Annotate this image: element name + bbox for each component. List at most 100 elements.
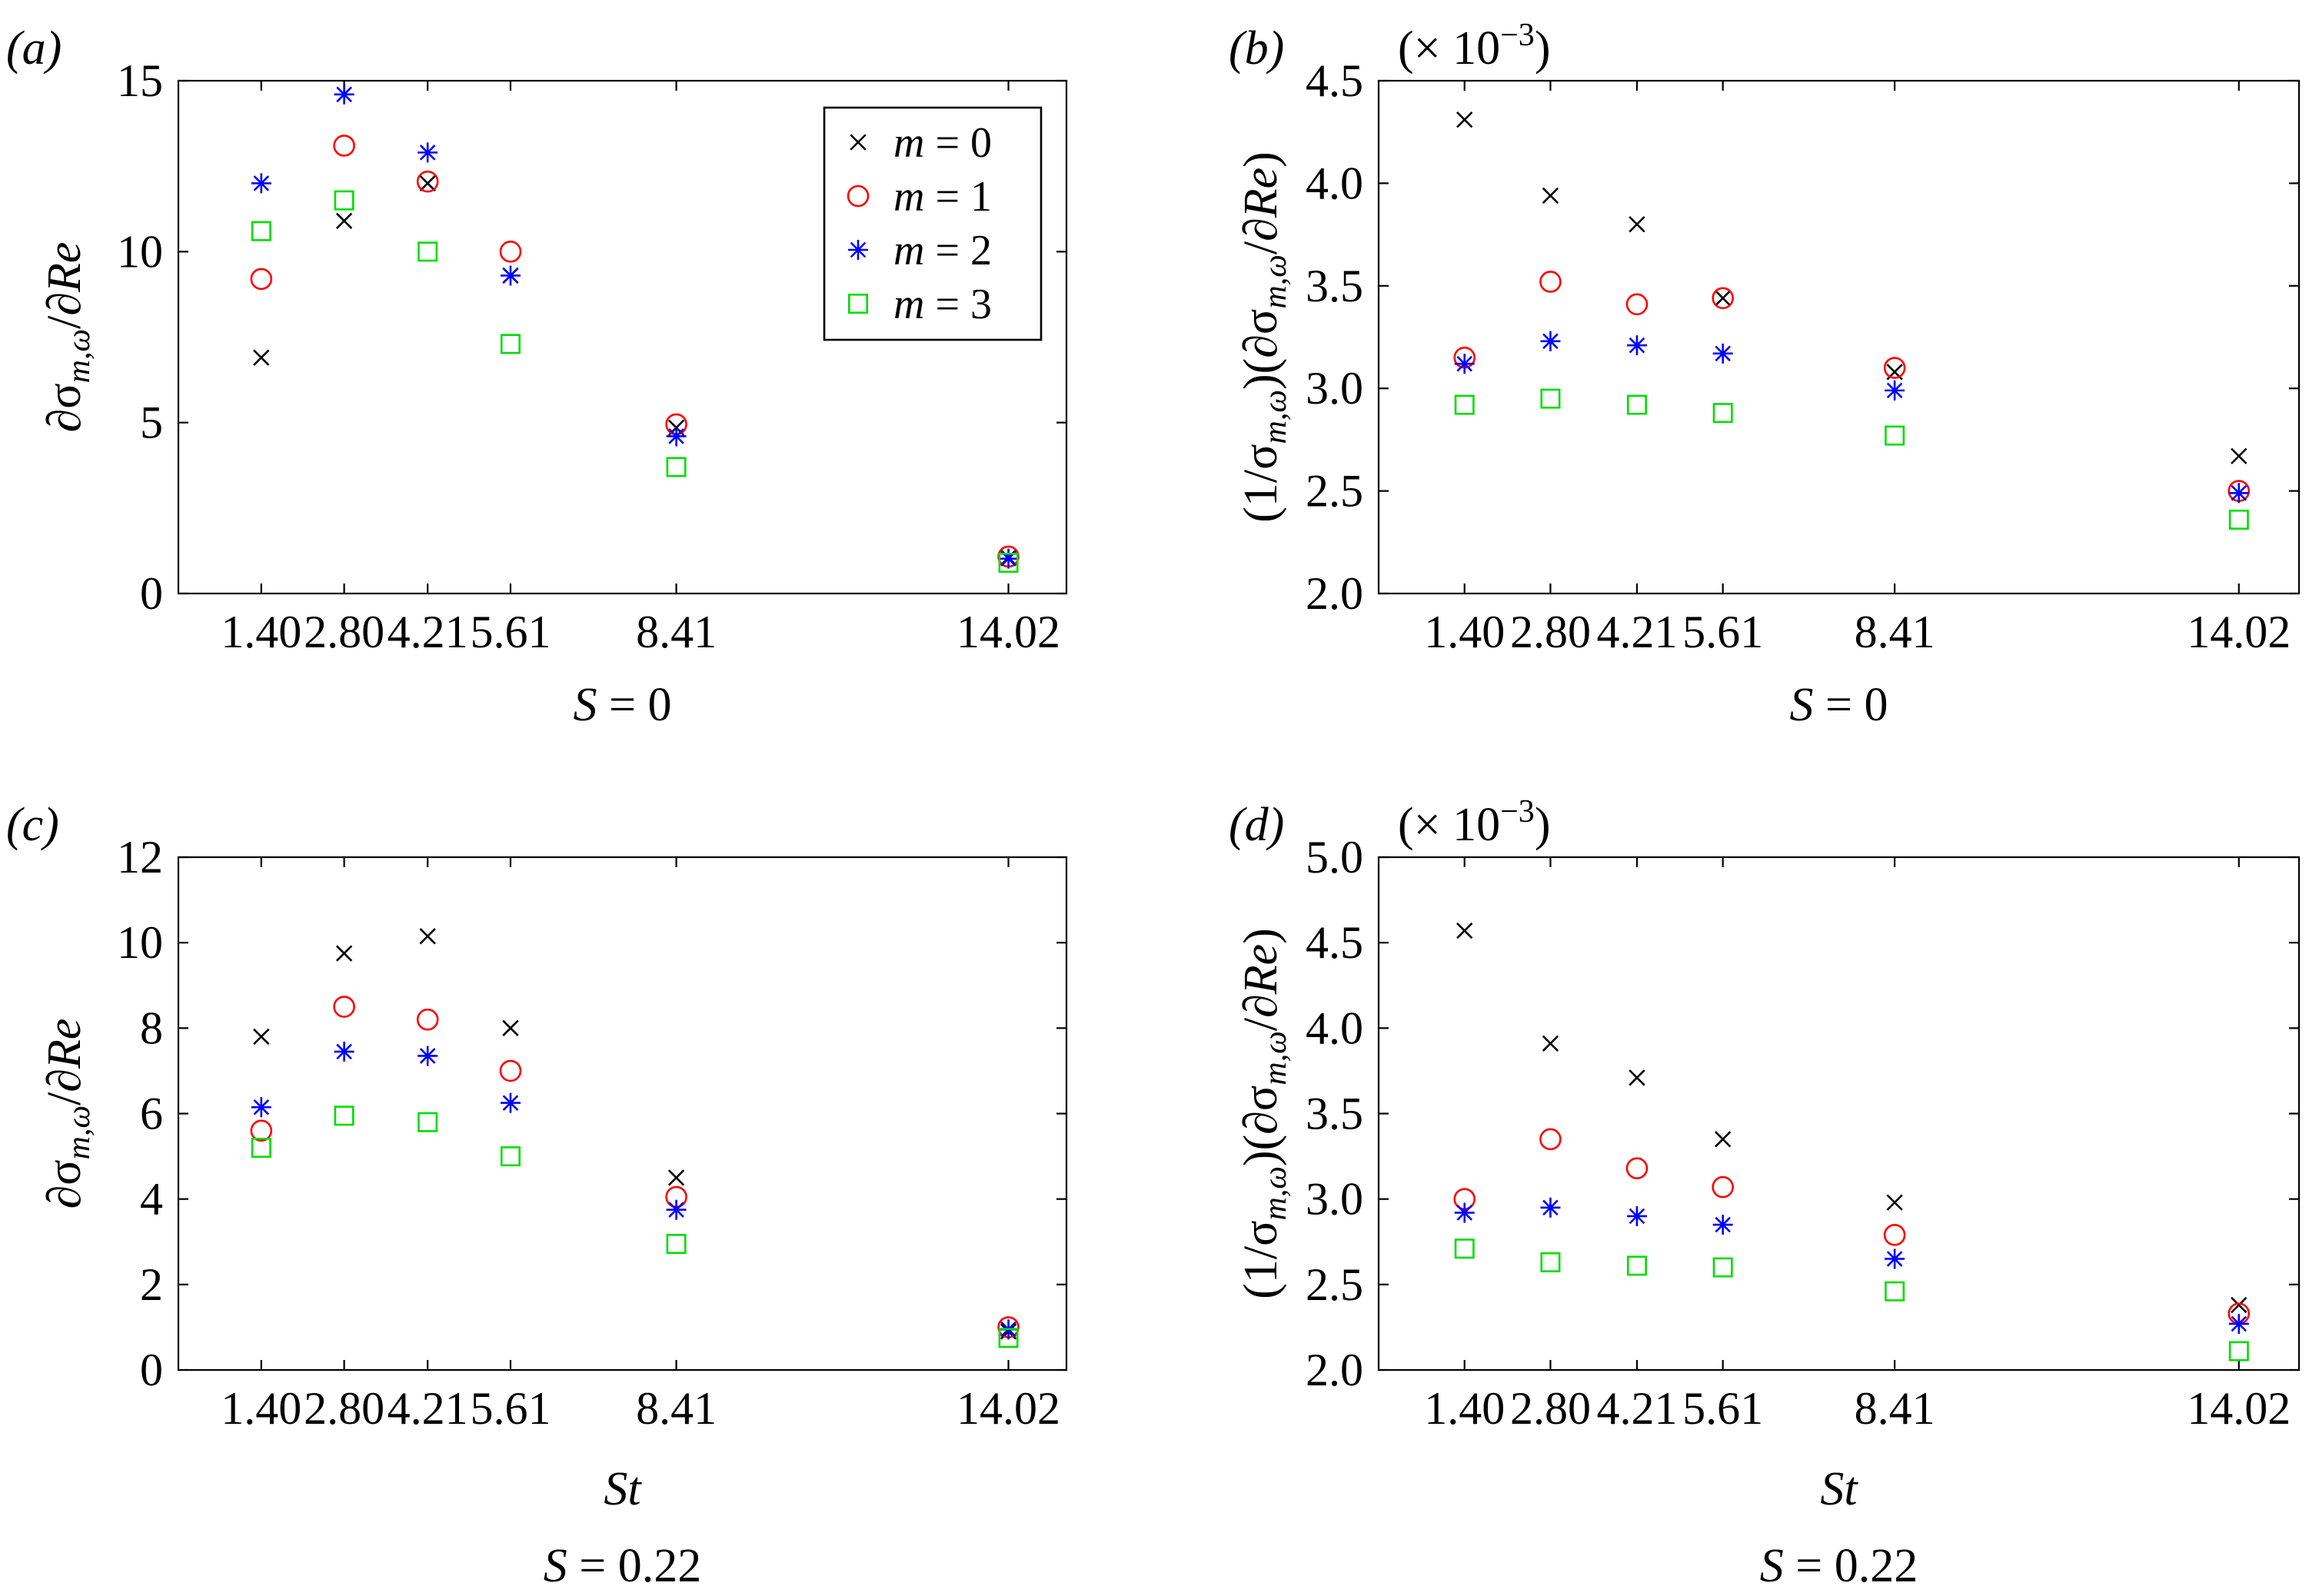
chart-panel-d: 2.0 2.5 3.0 3.5 4.0 4.5 5.0 1.40 2.80 4.21 5.61 8.4… xyxy=(1229,794,2301,1592)
y-tick-label: 3.5 xyxy=(1306,1089,1363,1139)
data-point-m3 xyxy=(1885,1281,1905,1302)
data-point-m1 xyxy=(416,170,439,193)
x-tick-label: 2.80 xyxy=(304,607,384,657)
data-point-m1 xyxy=(1883,357,1906,379)
y-tick-label: 4.5 xyxy=(1306,55,1363,106)
series-m3 xyxy=(251,1106,1019,1348)
y-tick-label: 0 xyxy=(140,568,163,619)
data-point-m3 xyxy=(1540,388,1561,409)
plot-frame xyxy=(1377,856,2301,1372)
data-point-m2 xyxy=(1454,354,1475,374)
panel-label: (b) xyxy=(1229,22,1284,75)
y-tick-label: 4 xyxy=(140,1174,163,1225)
plot-frame xyxy=(177,856,1068,1372)
data-point-m2 xyxy=(2228,1313,2249,1334)
data-point-m1 xyxy=(333,135,355,157)
y-tick-label: 2 xyxy=(140,1259,163,1310)
axis-exponent: (× 10−3) xyxy=(1398,18,1550,75)
data-point-m2 xyxy=(1454,1202,1475,1223)
data-point-m0 xyxy=(1715,1131,1732,1148)
x-tick-label: 4.21 xyxy=(1596,607,1677,657)
x-tick-label: 1.40 xyxy=(1424,1383,1505,1434)
series-m0 xyxy=(253,928,1017,1340)
x-tick-label: 2.80 xyxy=(304,1383,384,1434)
data-point-m0 xyxy=(253,349,270,366)
chart-panel-a: 0 5 10 15 1.40 2.80 4.21 5.61 8.41 14.02 (a) ∂σm,ω/… xyxy=(6,22,1068,731)
data-point-m1 xyxy=(499,1059,522,1082)
data-point-m1 xyxy=(1539,1128,1562,1151)
data-point-m0 xyxy=(419,928,436,945)
series-m2 xyxy=(1454,331,2249,504)
x-tick-label: 4.21 xyxy=(388,607,468,657)
data-point-m3 xyxy=(998,552,1019,573)
x-axis-label: St xyxy=(604,1463,642,1515)
data-point-m0 xyxy=(502,1019,519,1036)
y-tick-label: 3.0 xyxy=(1306,1174,1363,1225)
data-point-m1 xyxy=(250,268,273,291)
x-tick-label: 1.40 xyxy=(1424,607,1505,657)
legend-label-m0: m = 0 xyxy=(893,119,992,167)
condition-label: S = 0.22 xyxy=(544,1540,701,1592)
y-tick-label: 4.5 xyxy=(1306,917,1363,968)
y-tick-label: 12 xyxy=(117,832,163,883)
data-point-m1 xyxy=(1883,1224,1906,1246)
y-tick-label: 8 xyxy=(140,1002,163,1053)
data-point-m0 xyxy=(419,175,436,192)
x-tick-label: 8.41 xyxy=(636,1383,717,1434)
data-point-m3 xyxy=(1540,1252,1561,1272)
data-point-m2 xyxy=(418,1046,438,1066)
series-m0 xyxy=(1456,111,2247,464)
data-point-m0 xyxy=(667,1169,685,1186)
condition-label: S = 0.22 xyxy=(1760,1540,1918,1592)
data-point-m1 xyxy=(499,241,522,263)
data-point-m3 xyxy=(1712,1257,1733,1278)
data-point-m2 xyxy=(1885,1249,1905,1269)
data-point-m2 xyxy=(1885,380,1905,401)
series-m1 xyxy=(1453,1128,2251,1325)
x-tick-label: 5.61 xyxy=(470,607,551,657)
data-point-m2 xyxy=(2228,483,2249,504)
data-point-m0 xyxy=(1886,1194,1903,1211)
data-point-m2 xyxy=(1712,1215,1733,1235)
legend-box xyxy=(823,106,1043,341)
legend-marker-m0 xyxy=(850,134,867,151)
y-tick-label: 2.0 xyxy=(1306,568,1363,619)
data-point-m0 xyxy=(1542,187,1559,204)
legend-marker-m2 xyxy=(848,240,868,260)
data-point-m3 xyxy=(500,334,521,354)
axis-exponent: (× 10−3) xyxy=(1398,794,1550,851)
data-point-m3 xyxy=(666,1234,687,1255)
data-point-m2 xyxy=(500,1092,521,1113)
x-tick-label: 8.41 xyxy=(1855,1383,1935,1434)
y-axis-label: ∂σm,ω/∂Re xyxy=(38,1019,97,1209)
legend-label-m1: m = 1 xyxy=(893,173,992,221)
data-point-m3 xyxy=(1626,394,1647,415)
data-point-m3 xyxy=(334,1106,354,1126)
data-point-m0 xyxy=(253,1028,270,1046)
y-tick-label: 4.0 xyxy=(1306,1002,1363,1053)
chart-panel-b: 2.0 2.5 3.0 3.5 4.0 4.5 1.40 2.80 4.21 5.61 8.41 14… xyxy=(1229,18,2301,731)
data-point-m2 xyxy=(251,173,271,194)
y-tick-label: 3.5 xyxy=(1306,261,1363,311)
data-point-m0 xyxy=(1715,290,1732,307)
data-point-m1 xyxy=(1712,1175,1734,1199)
data-point-m2 xyxy=(666,1199,687,1220)
x-tick-label: 14.02 xyxy=(2187,1383,2291,1434)
data-point-m0 xyxy=(2231,447,2247,464)
y-axis-label: (1/σm,ω)(∂σm,ω/∂Re) xyxy=(1235,151,1293,523)
legend-label-m3: m = 3 xyxy=(893,281,992,328)
data-point-m0 xyxy=(1629,1069,1645,1086)
data-point-m0 xyxy=(1542,1035,1559,1052)
panel-label: (a) xyxy=(6,22,62,75)
x-tick-label: 2.80 xyxy=(1510,607,1591,657)
y-tick-label: 15 xyxy=(117,55,163,106)
x-tick-label: 8.41 xyxy=(1855,607,1935,657)
condition-label: S = 0 xyxy=(1790,679,1888,731)
chart-panel-c: 0 2 4 6 8 10 12 1.40 2.80 4.21 5.61 8.41 14.02 (c) ∂σm… xyxy=(6,799,1068,1592)
data-point-m2 xyxy=(500,265,521,286)
data-point-m3 xyxy=(251,221,271,241)
data-point-m2 xyxy=(418,142,438,163)
panel-label: (c) xyxy=(6,799,59,851)
data-point-m1 xyxy=(333,996,355,1018)
